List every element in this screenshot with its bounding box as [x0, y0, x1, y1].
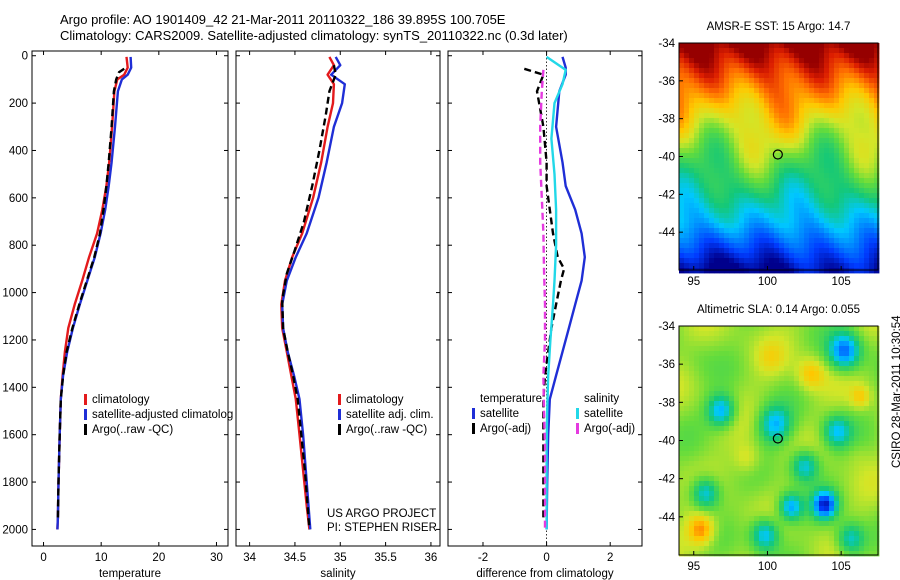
y-tick-label: 200	[9, 98, 28, 110]
y-tick-label: 800	[9, 240, 28, 252]
map-x-tick-label: 100	[758, 561, 777, 573]
plot-frame	[235, 50, 441, 547]
legend-swatch	[472, 408, 475, 419]
figure-title-line2: Climatology: CARS2009. Satellite-adjuste…	[60, 28, 568, 43]
legend-swatch	[84, 424, 87, 435]
profile-location-marker	[772, 433, 783, 444]
map-y-tick-label: -34	[658, 321, 675, 333]
x-tick-label: 20	[152, 552, 165, 564]
profile-location-marker	[772, 149, 783, 160]
legend-group-title-temperature: temperature	[480, 393, 542, 405]
y-tick-label: 600	[9, 193, 28, 205]
series-line-argo-raw-qc	[281, 64, 337, 530]
legend-swatch	[338, 409, 341, 420]
map-y-tick-label: -36	[658, 76, 675, 88]
series-line-satellite-adj-clim	[281, 56, 346, 530]
y-tick-label: 2000	[2, 524, 28, 536]
project-annotation-line-2: PI: STEPHEN RISER	[327, 522, 437, 534]
legend-item-salinity-2: satellite adj. clim.	[346, 409, 434, 421]
map-y-tick-label: -40	[658, 152, 675, 164]
map-x-tick-label: 95	[687, 276, 700, 288]
map-y-tick-label: -40	[658, 436, 675, 448]
sla-heatmap-cells	[679, 326, 880, 557]
x-tick-label: 35.5	[374, 552, 396, 564]
series-line-temperature-argo-adj	[523, 67, 566, 518]
map-y-tick-label: -44	[658, 227, 675, 239]
y-tick-label: 1800	[2, 477, 28, 489]
legend-swatch	[338, 394, 341, 405]
map-x-tick-label: 100	[758, 276, 777, 288]
x-tick-label: 0	[543, 552, 549, 564]
x-tick-label: 35	[334, 552, 347, 564]
legend-swatch	[338, 424, 341, 435]
csiro-timestamp-label: CSIRO 28-Mar-2011 10:30:54	[891, 315, 900, 468]
map-x-tick-label: 95	[687, 561, 700, 573]
y-tick-label: 1600	[2, 430, 28, 442]
project-annotation-line-1: US ARGO PROJECT	[327, 508, 436, 520]
x-tick-label: 36	[425, 552, 438, 564]
profile-panel-2: 34 34.5 35 35.5 36 salinity	[235, 50, 441, 580]
legend-swatch	[576, 423, 579, 434]
map-y-tick-label: -42	[658, 189, 675, 201]
legend-item-salinity-satellite: satellite	[584, 408, 623, 420]
legend-swatch	[576, 408, 579, 419]
legend-swatch	[472, 423, 475, 434]
x-tick-label: 30	[210, 552, 223, 564]
x-axis-label: temperature	[99, 568, 161, 580]
y-tick-label: 0	[22, 51, 28, 63]
figure-title-line1: Argo profile: AO 1901409_42 21-Mar-2011 …	[60, 12, 506, 27]
x-tick-label: 0	[40, 552, 46, 564]
profile-panel-1: 0 10 20 30 temperature 0 200 400 600 800 1000 1200 1…	[2, 50, 229, 580]
legend-item-temperature-satellite: satellite	[480, 408, 519, 420]
y-tick-label: 1400	[2, 382, 28, 394]
sst-map-panel: AMSR-E SST: 15 Argo: 14.7 95 100 105 -34 -36 -…	[658, 21, 880, 288]
sst-map-title: AMSR-E SST: 15 Argo: 14.7	[707, 21, 851, 33]
legend-item-salinity-3: Argo(..raw -QC)	[346, 424, 427, 436]
map-y-tick-label: -44	[658, 512, 675, 524]
legend-item-temperature-1: climatology	[92, 394, 150, 406]
legend-swatch	[84, 409, 87, 420]
map-y-tick-label: -38	[658, 397, 675, 409]
legend-item-temperature-argo-adj: Argo(-adj)	[480, 423, 531, 435]
x-tick-label: 10	[95, 552, 108, 564]
map-x-tick-label: 105	[832, 276, 851, 288]
x-tick-label: 34	[243, 552, 256, 564]
series-line-argo-raw-qc	[56, 67, 125, 518]
legend-item-temperature-3: Argo(..raw -QC)	[92, 424, 173, 436]
profile-panel-3: -2 0 2 difference from climatology	[447, 50, 643, 580]
legend-swatch	[84, 394, 87, 405]
sst-heatmap-cells	[679, 43, 880, 274]
series-line-salinity-satellite	[545, 55, 567, 530]
map-y-tick-label: -38	[658, 114, 675, 126]
x-tick-label: 34.5	[284, 552, 306, 564]
x-tick-label: -2	[478, 552, 488, 564]
x-axis-label: salinity	[320, 568, 355, 580]
x-tick-label: 2	[607, 552, 613, 564]
legend-item-salinity-1: climatology	[346, 394, 404, 406]
map-y-tick-label: -36	[658, 359, 675, 371]
legend-item-temperature-2: satellite-adjusted climatolog	[92, 409, 233, 421]
legend-group-title-salinity: salinity	[584, 393, 619, 405]
legend-item-salinity-argo-adj: Argo(-adj)	[584, 423, 635, 435]
plot-frame	[31, 50, 229, 547]
x-axis-label: difference from climatology	[476, 568, 613, 580]
y-tick-label: 1200	[2, 335, 28, 347]
sla-map-panel: Altimetric SLA: 0.14 Argo: 0.055 95 100 105…	[658, 304, 880, 573]
y-tick-label: 400	[9, 145, 28, 157]
map-y-tick-label: -42	[658, 474, 675, 486]
sla-map-title: Altimetric SLA: 0.14 Argo: 0.055	[697, 304, 860, 316]
map-x-tick-label: 105	[832, 561, 851, 573]
y-tick-label: 1000	[2, 288, 28, 300]
map-y-tick-label: -34	[658, 38, 675, 50]
